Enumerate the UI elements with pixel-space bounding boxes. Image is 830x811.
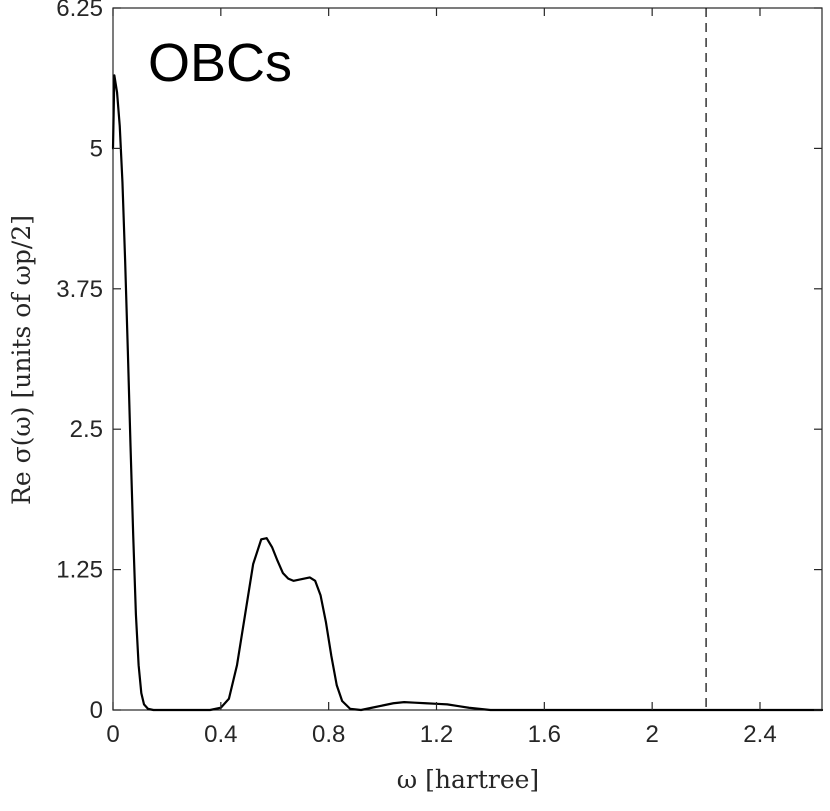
x-tick-label: 1.6 [528,721,561,748]
x-tick-label: 0.4 [204,721,237,748]
axes-layer: 0 0.4 0.8 1.2 1.6 2 2.4 0 1.25 2.5 3.75 5 6.25 [56,0,822,748]
y-tick-label: 3.75 [56,276,103,303]
y-tick-label: 1.25 [56,557,103,584]
x-tick-label: 1.2 [420,721,453,748]
y-tick-label: 2.5 [70,416,103,443]
x-tick-label: 2 [645,721,658,748]
y-tick-label: 5 [90,135,103,162]
panel-label: OBCs [148,33,292,93]
plot-area [112,7,823,711]
axes-box [112,7,823,711]
x-tick-label: 2.4 [743,721,776,748]
x-tick-label: 0 [106,721,119,748]
x-axis-title: ω [hartree] [397,765,539,794]
x-tick-label: 0.8 [312,721,345,748]
series-line-0 [111,74,824,712]
y-axis-title: Re σ(ω) [units of ωp/2] [7,215,36,505]
y-tick-label: 0 [90,697,103,724]
data-layer [111,8,824,712]
y-tick-label: 6.25 [56,0,103,22]
